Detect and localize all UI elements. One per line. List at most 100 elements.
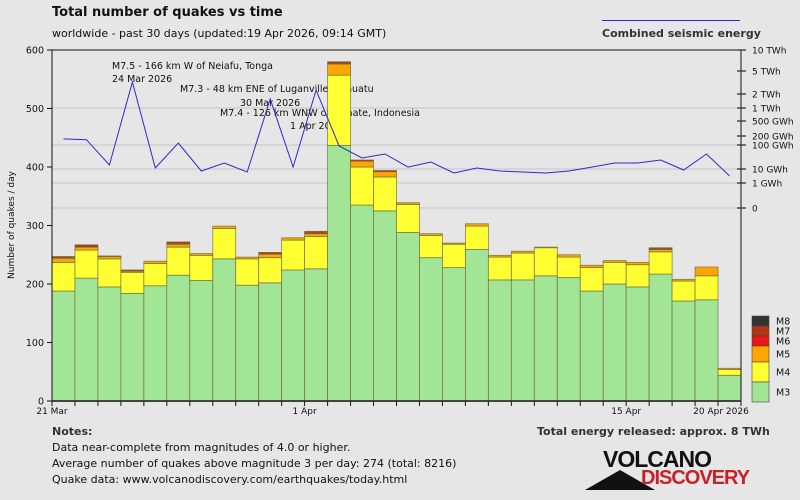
bar-m3 [694, 299, 719, 402]
bar-m3 [258, 282, 283, 402]
bar-m5 [143, 260, 168, 264]
bar-m4 [373, 176, 397, 212]
bar-m4 [671, 280, 696, 302]
bar-m5 [74, 246, 99, 251]
bar-m5 [212, 225, 237, 229]
bar-m4 [304, 236, 328, 270]
y-tick-label: 300 [26, 221, 44, 232]
bar-m3 [602, 283, 627, 402]
energy-line [63, 80, 730, 177]
bar-m5 [304, 233, 328, 238]
annotation-label: M7.3 - 48 km ENE of Luganville, Vanuatu [180, 84, 374, 95]
legend-label-m4: M4 [776, 368, 790, 379]
bar-m5 [281, 237, 306, 241]
bar-m4 [97, 258, 122, 288]
bar-m5 [189, 253, 214, 256]
right-tick-label: 1 GWh [752, 180, 782, 190]
bar-m7 [51, 256, 76, 259]
bar-m7 [648, 247, 673, 250]
y-tick-label: 0 [38, 397, 44, 408]
x-tick-label: 21 Mar [36, 407, 68, 417]
bar-m6 [373, 170, 397, 173]
y-tick-label: 600 [26, 46, 44, 57]
volcano-icon [585, 470, 655, 490]
energy-legend-line [602, 20, 740, 21]
bar-m3 [212, 258, 237, 402]
bar-m3 [281, 269, 306, 402]
legend-swatch-m3 [751, 381, 770, 403]
right-tick-label: 10 TWh [752, 47, 786, 57]
bar-m7 [327, 61, 351, 64]
bar-m3 [717, 374, 742, 402]
annotation-date: 1 Apr 2026 [290, 121, 343, 132]
annotation-label: M7.4 - 126 km WNW of Ternate, Indonesia [220, 108, 420, 119]
bar-m4 [120, 271, 145, 294]
bar-m4 [189, 254, 214, 281]
bar-m4 [235, 258, 260, 286]
bar-m5 [579, 264, 604, 269]
right-tick-label: 5 TWh [752, 68, 781, 78]
bar-m3 [625, 286, 650, 402]
volcanodiscovery-logo[interactable]: VOLCANO DISCOVERY [585, 446, 755, 493]
bar-m5 [694, 266, 719, 277]
notes-heading: Notes: [52, 425, 93, 438]
bar-m5 [556, 254, 581, 258]
bar-m5 [487, 254, 512, 258]
bar-m3 [327, 144, 351, 402]
bar-m5 [717, 367, 742, 370]
bar-m5 [442, 242, 466, 245]
bar-m5 [373, 171, 397, 178]
bar-m7 [166, 241, 191, 244]
bar-m7 [304, 230, 328, 233]
bar-m5 [327, 63, 351, 76]
bar-m3 [189, 280, 214, 402]
bar-m3 [396, 232, 420, 402]
right-tick-label: 0 [752, 205, 758, 215]
bar-m3 [120, 292, 145, 402]
bar-m4 [419, 235, 443, 259]
bar-m4 [327, 74, 351, 146]
logo-text-discovery: DISCOVERY [641, 467, 750, 489]
bar-m3 [350, 204, 374, 402]
legend-label-m5: M5 [776, 350, 790, 361]
bar-m3 [51, 290, 76, 402]
bar-m3 [166, 274, 191, 402]
bar-m3 [648, 273, 673, 402]
bar-m5 [419, 233, 443, 236]
bar-m3 [671, 300, 696, 402]
bar-m5 [51, 257, 76, 263]
legend-swatch-m4 [751, 361, 770, 383]
legend-swatch-m6 [751, 335, 770, 347]
note-line: Average number of quakes above magnitude… [52, 457, 457, 470]
bar-m4 [51, 261, 76, 292]
bar-m3 [419, 257, 443, 402]
legend-label-m6: M6 [776, 337, 790, 348]
bar-m5 [258, 253, 283, 259]
bar-m3 [487, 279, 512, 402]
bar-m3 [533, 275, 558, 402]
quake-chart: M7.5 - 166 km W of Neiafu, Tonga 24 Mar 2… [7, 46, 794, 418]
bar-m4 [510, 252, 535, 281]
right-tick-label: 100 GWh [752, 142, 794, 152]
x-tick-label: 20 Apr 2026 [693, 407, 749, 417]
bar-m4 [717, 369, 742, 376]
bar-m4 [143, 263, 168, 287]
bar-m5 [166, 243, 191, 248]
bar-m3 [304, 268, 328, 402]
right-tick-label: 10 GWh [752, 166, 788, 176]
bar-m3 [235, 284, 260, 402]
energy-legend-label: Combined seismic energy [602, 27, 761, 40]
chart-subtitle: worldwide - past 30 days (updated:19 Apr… [52, 27, 387, 40]
bar-m4 [464, 225, 489, 250]
bar-m4 [648, 251, 673, 275]
right-tick-label: 200 GWh [752, 133, 794, 143]
y-tick-label: 400 [26, 163, 44, 174]
logo-text-volcano: VOLCANO [603, 446, 712, 472]
bar-m5 [464, 223, 489, 227]
bar-m3 [556, 277, 581, 402]
y-tick-label: 500 [26, 104, 44, 115]
y-tick-label: 100 [26, 338, 44, 349]
bar-m3 [510, 279, 535, 402]
y-axis-label: Number of quakes / day [7, 170, 17, 279]
